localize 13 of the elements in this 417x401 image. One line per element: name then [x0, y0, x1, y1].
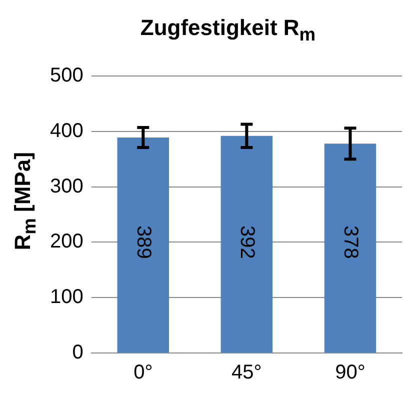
- data-label: 389: [132, 226, 155, 259]
- x-tick-label: 90°: [335, 362, 366, 384]
- y-tick-label: 200: [50, 230, 84, 253]
- x-tick-label: 45°: [232, 362, 262, 384]
- y-tick-label: 100: [50, 286, 84, 308]
- data-label: 392: [236, 226, 258, 259]
- chart-title: Zugfestigkeit R$_{m}$: [139, 14, 317, 46]
- data-label: 378: [340, 226, 362, 259]
- y-tick-label: 500: [50, 64, 84, 87]
- y-tick-label: 0: [72, 342, 84, 364]
- y-tick-label: 300: [50, 175, 84, 198]
- x-tick-label: 0°: [134, 362, 153, 384]
- y-tick-label: 400: [50, 120, 84, 142]
